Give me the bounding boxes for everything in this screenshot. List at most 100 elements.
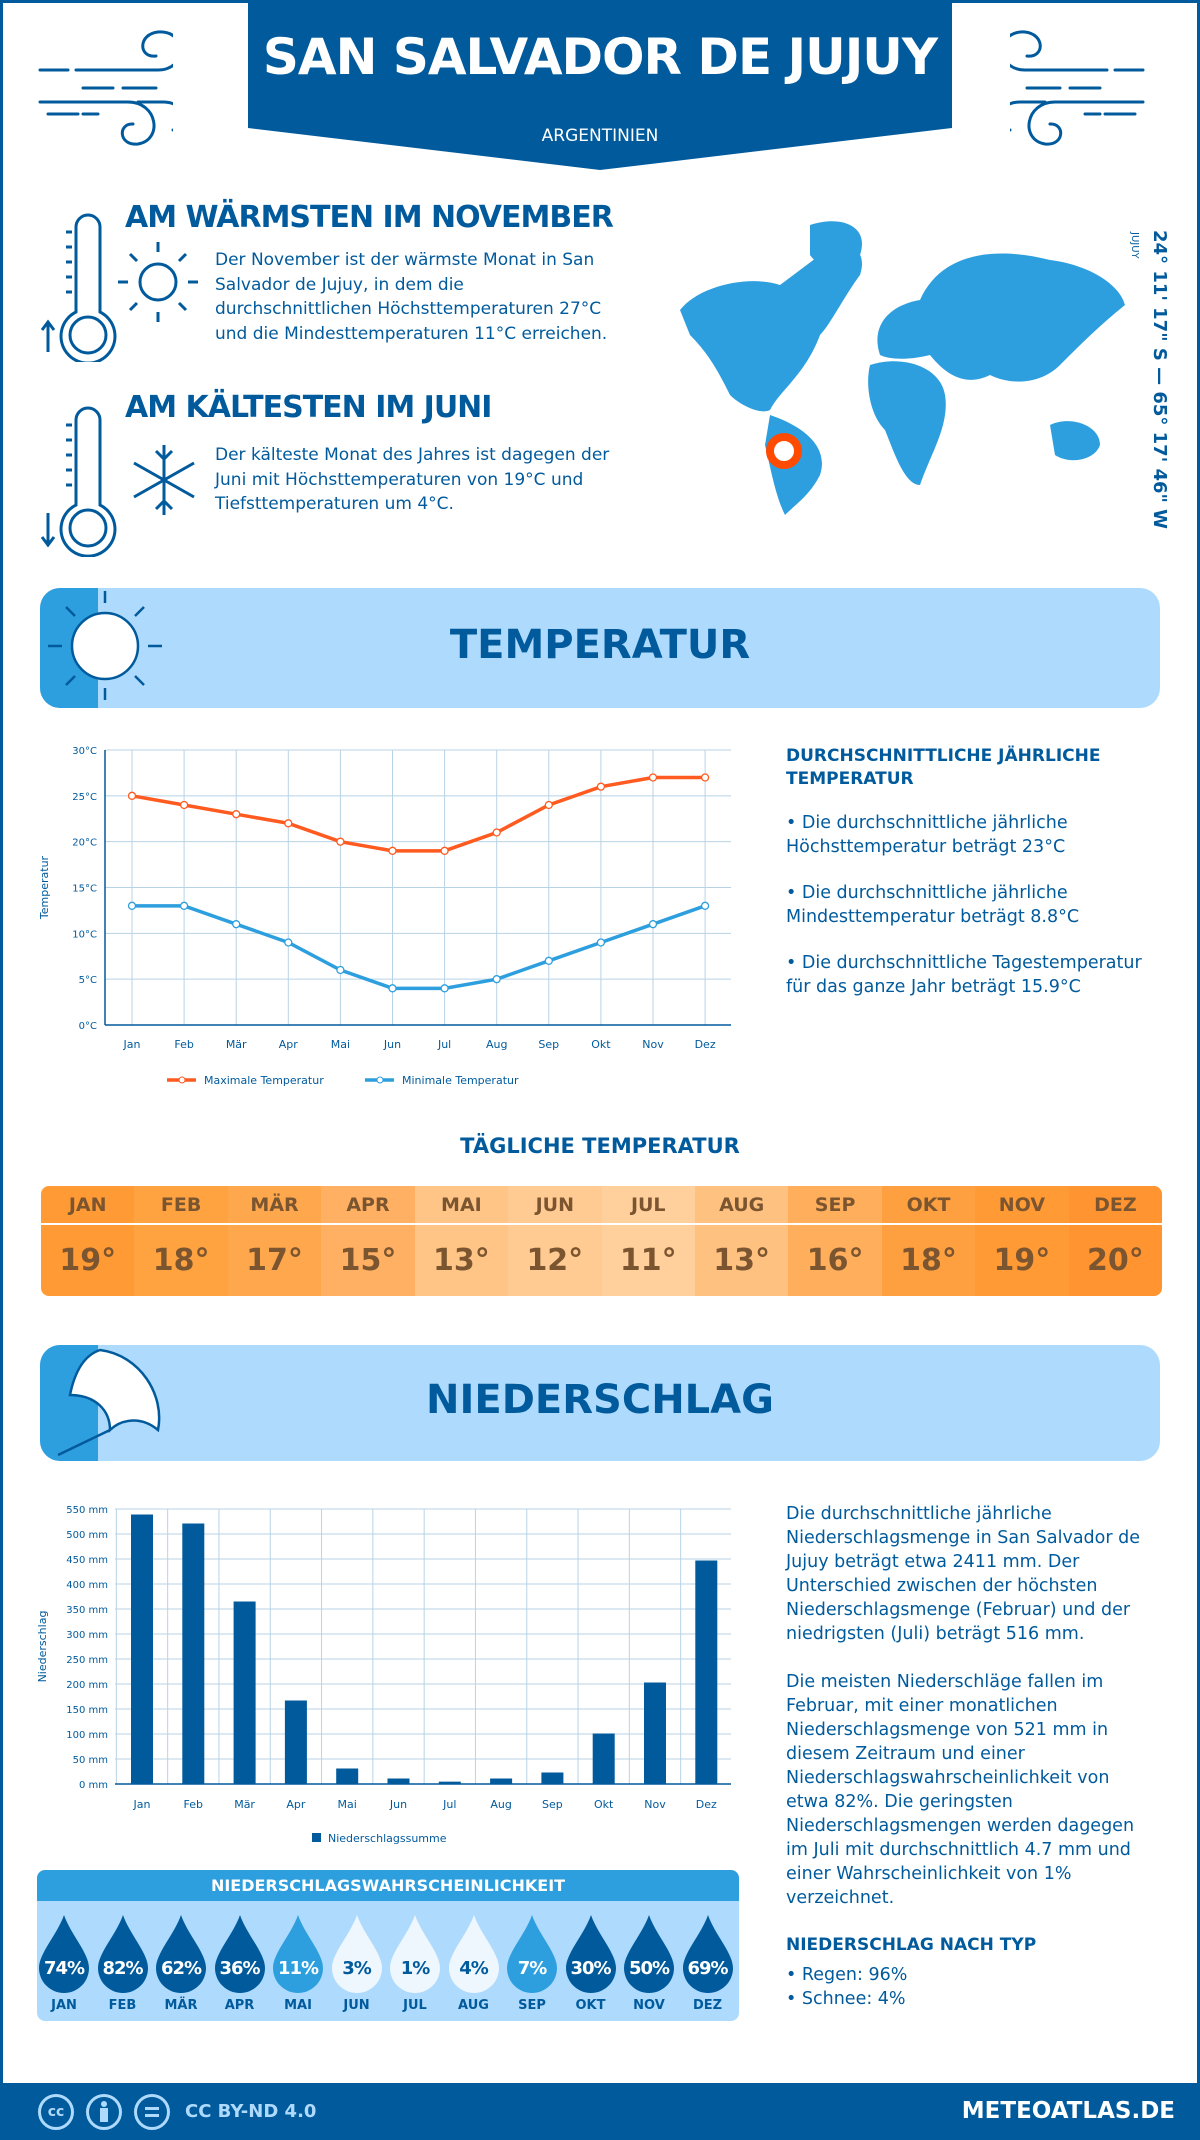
x-tick-label: Mär [226,1038,247,1051]
y-tick-label: 450 mm [66,1555,108,1566]
precipitation-bar [131,1514,153,1784]
x-tick-label: Okt [591,1038,611,1051]
daily-value: 17° [246,1243,303,1278]
coldest-heading: AM KÄLTESTEN IM JUNI [125,390,492,425]
data-point [284,819,293,828]
raindrop-icon [214,1915,265,1993]
probability-value: 74% [43,1958,85,1979]
raindrop-icon [156,1915,206,1993]
legend-label: Minimale Temperatur [402,1074,519,1087]
x-tick-label: Aug [486,1038,507,1051]
daily-month: MÄR [227,1186,322,1225]
precipitation-type-rain: • Regen: 96% [786,1965,908,1985]
data-point [492,975,501,984]
temperature-chart: 0°C 5°C 10°C 15°C 20°C 25°C 30°C Jan Feb Mär Apr Ma… [38,746,731,1087]
thermometer-warm-icon [40,213,198,362]
sun-icon [48,591,162,700]
temperature-banner: TEMPERATUR [40,588,1160,708]
temperature-summary-heading: DURCHSCHNITTLICHE JÄHRLICHE TEMPERATUR [786,746,1101,789]
daily-value: 19° [59,1243,117,1278]
no-derivatives-icon [134,2094,170,2130]
data-point [440,846,449,855]
data-point [388,984,397,993]
daily-month: JUN [508,1186,602,1225]
data-point [648,773,658,782]
data-point [596,782,606,791]
y-tick-label: 150 mm [66,1705,108,1716]
y-tick-label: 300 mm [66,1630,108,1641]
wind-icon-right [1010,30,1145,146]
data-point [179,901,189,910]
precipitation-type-snow: • Schnee: 4% [786,1989,906,2009]
y-tick-label: 500 mm [66,1530,108,1541]
probability-drop: 74% JAN [39,1915,89,2021]
coordinates: 24° 11' 17" S — 65° 17' 46" W [1149,230,1170,530]
daily-temperature-cell: SEP 16° [788,1186,882,1296]
y-tick-label: 0 mm [79,1780,108,1791]
probability-drop: 82% FEB [97,1915,148,2021]
data-point [284,938,293,947]
probability-value: 69% [687,1958,728,1979]
data-point [648,920,658,929]
data-point [232,810,241,819]
daily-temperature-cell: MÄR 17° [227,1186,322,1296]
daily-month: APR [321,1186,415,1225]
probability-drop: 11% MAI [273,1915,323,2021]
y-tick-label: 50 mm [73,1755,108,1766]
probability-value: 3% [342,1958,372,1979]
probability-month: OKT [575,1998,606,2013]
probability-drop: 62% MÄR [156,1915,206,2021]
raindrop-icon [448,1915,499,1993]
raindrop-icon [390,1915,440,1993]
data-point [127,791,137,800]
probability-month: MAI [284,1998,312,2013]
site-link[interactable]: METEOATLAS.DE [961,2098,1175,2124]
precipitation-probability-panel: NIEDERSCHLAGSWAHRSCHEINLICHKEIT 74% JAN 82… [37,1870,739,2021]
precipitation-bar [695,1560,718,1784]
x-tick-label: Mai [338,1798,357,1811]
raindrop-icon [682,1915,733,1993]
raindrop-icon [273,1915,323,1993]
x-tick-label: Dez [695,1038,716,1051]
probability-drop: 36% APR [214,1915,265,2021]
x-tick-label: Apr [279,1038,299,1051]
data-point [440,984,449,993]
y-axis-label: Temperatur [38,855,51,920]
precipitation-bar [284,1700,307,1784]
daily-month: DEZ [1068,1186,1162,1225]
precipitation-summary: Die durchschnittliche jährliche Niedersc… [786,1502,1156,2011]
daily-value: 18° [152,1243,210,1278]
daily-value: 16° [806,1243,864,1278]
thermometer-cold-icon [40,406,195,557]
cc-icon: cc [38,2094,74,2130]
probability-value: 7% [517,1958,548,1979]
probability-drop: 69% DEZ [682,1915,733,2021]
data-point [127,901,137,910]
daily-temperature-cell: JUL 11° [601,1186,695,1296]
temperature-summary: DURCHSCHNITTLICHE JÄHRLICHE TEMPERATUR •… [786,745,1156,999]
data-point [336,837,345,846]
probability-month: SEP [518,1998,546,2013]
probability-month: APR [224,1998,255,2013]
raindrop-icon [507,1915,557,1993]
license-link[interactable]: CC BY-ND 4.0 [185,2101,317,2122]
probability-drop: 7% SEP [507,1915,557,2021]
precipitation-type-heading: NIEDERSCHLAG NACH TYP [786,1935,1037,1955]
legend-marker [376,1076,384,1084]
precipitation-banner: NIEDERSCHLAG [40,1345,1160,1461]
y-tick-label: 0°C [79,1021,97,1032]
daily-value: 15° [339,1243,397,1278]
precipitation-bar [182,1523,205,1784]
x-tick-label: Jul [437,1038,451,1051]
x-tick-label: Nov [642,1038,664,1051]
x-tick-label: Feb [174,1038,193,1051]
daily-value: 20° [1086,1243,1144,1278]
y-tick-label: 30°C [72,746,97,757]
data-point [336,965,345,975]
daily-month: SEP [788,1186,882,1225]
probability-drop: 4% AUG [448,1915,499,2021]
data-point [492,828,501,837]
daily-value: 18° [900,1243,957,1278]
probability-month: MÄR [164,1998,198,2013]
page-title: SAN SALVADOR DE JUJUY [262,28,938,86]
